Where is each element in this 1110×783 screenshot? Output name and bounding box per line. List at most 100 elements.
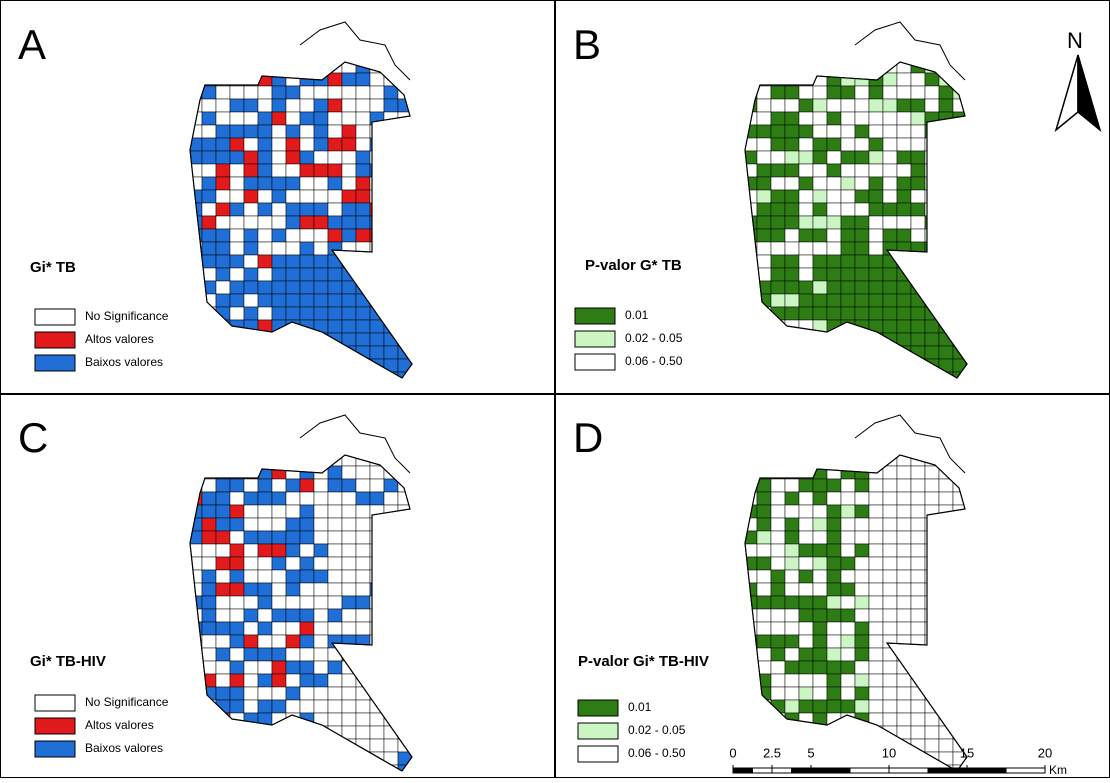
map-tract: [328, 479, 342, 492]
map-tract: [911, 138, 925, 151]
map-tract: [202, 255, 216, 268]
map-tract: [244, 687, 258, 700]
map-tract: [300, 216, 314, 229]
map-tract: [911, 164, 925, 177]
map-tract: [799, 190, 813, 203]
map-tract: [813, 557, 827, 570]
map-tract: [855, 164, 869, 177]
map-tract: [314, 216, 328, 229]
map-tract: [258, 203, 272, 216]
map-tract: [925, 739, 939, 752]
map-tract: [230, 255, 244, 268]
map-tract: [328, 268, 342, 281]
map-tract: [244, 229, 258, 242]
map-tract: [911, 86, 925, 99]
panel-letter: A: [18, 21, 46, 68]
map-tract: [897, 112, 911, 125]
map-tract: [827, 164, 841, 177]
map-tract: [272, 112, 286, 125]
map-tract: [813, 125, 827, 138]
map-tract: [827, 242, 841, 255]
map-tract: [272, 479, 286, 492]
map-tract: [356, 583, 370, 596]
map-tract: [883, 700, 897, 713]
map-tract: [258, 492, 272, 505]
map-tract: [216, 661, 230, 674]
map-tract: [342, 570, 356, 583]
map-tract: [328, 177, 342, 190]
map-tract: [342, 307, 356, 320]
map-tract: [258, 242, 272, 255]
map-tract: [202, 544, 216, 557]
map-tract: [785, 661, 799, 674]
map-tract: [855, 557, 869, 570]
map-tract: [883, 268, 897, 281]
map-tract: [202, 596, 216, 609]
map-tract: [883, 320, 897, 333]
map-tract: [202, 177, 216, 190]
map-tract: [771, 479, 785, 492]
map-tract: [356, 518, 370, 531]
map-tract: [799, 505, 813, 518]
map-tract: [897, 479, 911, 492]
map-tract: [911, 190, 925, 203]
map-tract: [869, 307, 883, 320]
map-tract: [230, 138, 244, 151]
map-tract: [244, 112, 258, 125]
map-tract: [799, 281, 813, 294]
map-tract: [911, 622, 925, 635]
map-tract: [799, 687, 813, 700]
map-tract: [300, 151, 314, 164]
map-tract: [841, 294, 855, 307]
map-tract: [300, 596, 314, 609]
map-tract: [300, 307, 314, 320]
map-tract: [300, 557, 314, 570]
map-tract: [813, 164, 827, 177]
map-tract: [356, 203, 370, 216]
legend-swatch: [578, 746, 618, 762]
legend-swatch: [578, 723, 618, 739]
map-tract: [771, 190, 785, 203]
map-tract: [272, 177, 286, 190]
map-tract: [841, 557, 855, 570]
map-tract: [244, 164, 258, 177]
map-tract: [883, 73, 897, 86]
map-tract: [300, 622, 314, 635]
map-tract: [771, 674, 785, 687]
map-tract: [757, 505, 771, 518]
map-tract: [216, 570, 230, 583]
map-tract: [799, 255, 813, 268]
map-tract: [827, 570, 841, 583]
map-tract: [897, 99, 911, 112]
map-tract: [328, 281, 342, 294]
map-tract: [342, 73, 356, 86]
map-tract: [813, 255, 827, 268]
map-tract: [799, 635, 813, 648]
map-tract: [883, 661, 897, 674]
map-tract: [272, 661, 286, 674]
map-tract: [356, 307, 370, 320]
map-tract: [258, 99, 272, 112]
map-tract: [328, 216, 342, 229]
map-tract: [855, 294, 869, 307]
map-tract: [841, 177, 855, 190]
map-tract: [258, 268, 272, 281]
map-tract: [314, 609, 328, 622]
map-tract: [799, 661, 813, 674]
map-tract: [342, 479, 356, 492]
map-tract: [883, 505, 897, 518]
map-tract: [841, 583, 855, 596]
map-tract: [286, 544, 300, 557]
map-tract: [785, 544, 799, 557]
map-tract: [244, 177, 258, 190]
map-tract: [827, 229, 841, 242]
map-tract: [314, 203, 328, 216]
map-tract: [286, 125, 300, 138]
map-tract: [883, 531, 897, 544]
map-tract: [855, 281, 869, 294]
map-tract: [230, 99, 244, 112]
map-tract: [272, 307, 286, 320]
map-tract: [342, 531, 356, 544]
map-tract: [202, 648, 216, 661]
map-tract: [230, 583, 244, 596]
